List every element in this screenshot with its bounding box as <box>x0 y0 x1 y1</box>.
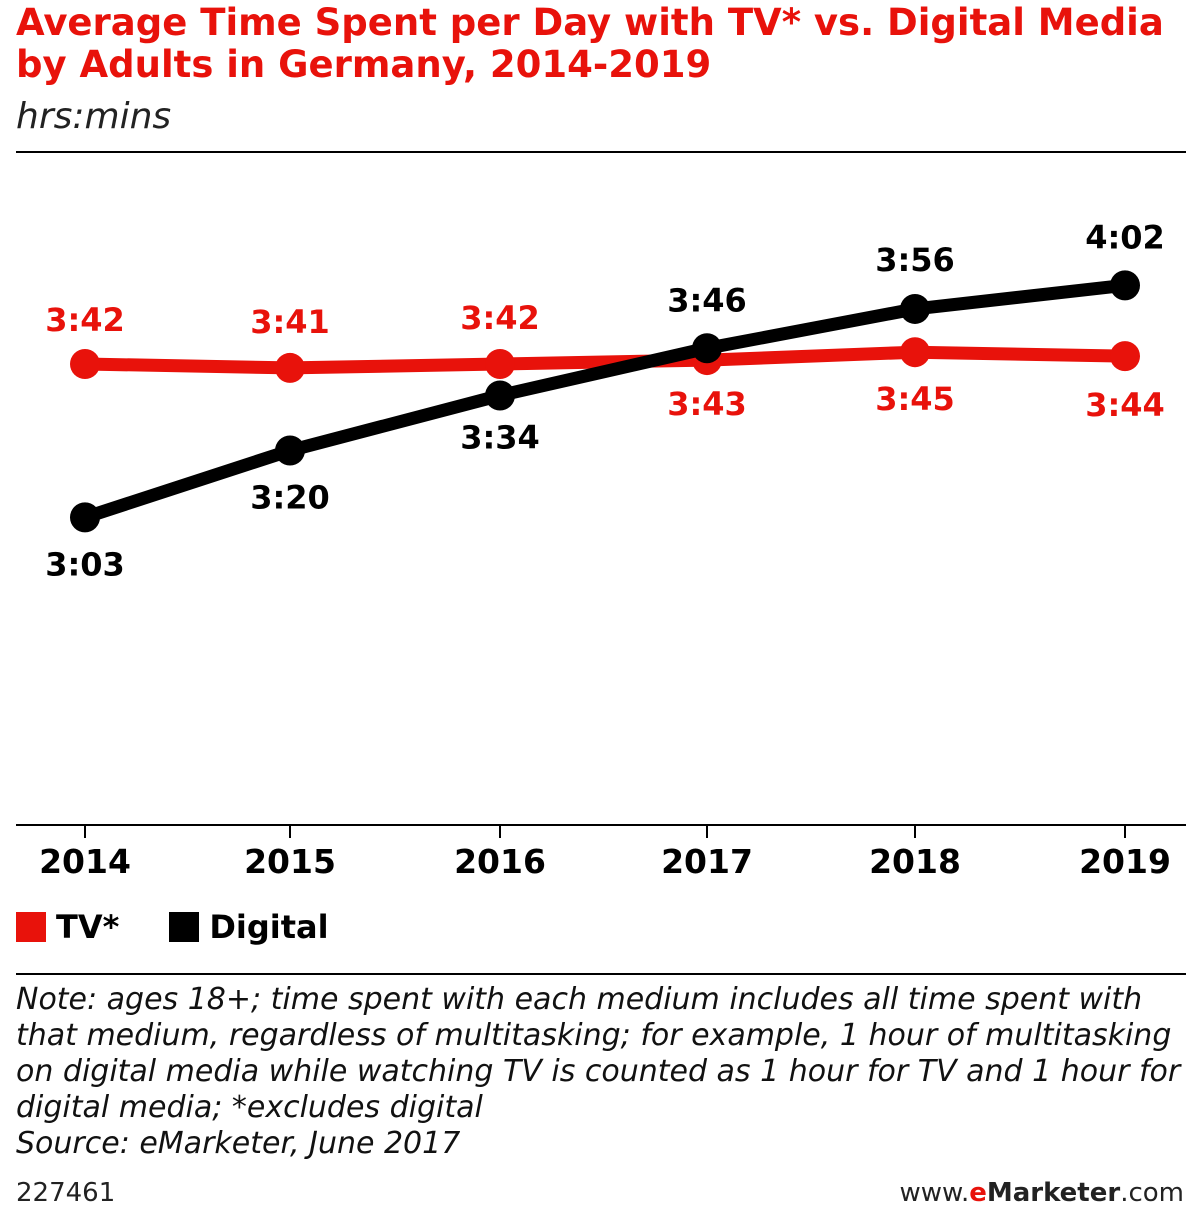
point-tv-2016 <box>485 349 515 379</box>
legend-label-digital: Digital <box>209 908 329 946</box>
data-label-tv-2016: 3:42 <box>460 299 540 337</box>
legend-swatch-tv <box>16 912 46 942</box>
note-text: Note: ages 18+; time spent with each med… <box>16 982 1181 1125</box>
brand-name: Marketer <box>986 1178 1121 1208</box>
point-digital-2016 <box>485 380 515 411</box>
brand-url[interactable]: www.eMarketer.com <box>900 1178 1184 1208</box>
data-label-tv-2019: 3:44 <box>1085 386 1165 424</box>
x-tick-label-2014: 2014 <box>39 842 131 881</box>
data-label-tv-2018: 3:45 <box>875 380 955 418</box>
chart-subtitle: hrs:mins <box>16 96 172 137</box>
brand-prefix: www. <box>899 1178 970 1208</box>
chart-notes: Note: ages 18+; time spent with each med… <box>16 982 1191 1162</box>
brand-suffix: .com <box>1120 1178 1184 1208</box>
series-line-digital <box>78 278 1132 524</box>
top-divider <box>16 151 1186 153</box>
brand-e: e <box>969 1178 987 1208</box>
point-digital-2019 <box>1110 270 1140 301</box>
x-tick-label-2018: 2018 <box>869 842 961 881</box>
point-tv-2014 <box>70 349 100 379</box>
source-text: Source: eMarketer, June 2017 <box>16 1126 461 1161</box>
line-chart: 2014 2015 2016 2017 2018 2019 3:42 3:41 3:42 3:43… <box>16 218 1186 881</box>
note-divider <box>16 973 1186 975</box>
data-label-tv-2017: 3:43 <box>667 385 747 423</box>
point-digital-2015 <box>275 435 305 466</box>
chart-title: Average Time Spent per Day with TV* vs. … <box>16 1 1164 86</box>
point-digital-2014 <box>70 502 100 533</box>
point-digital-2018 <box>900 293 930 324</box>
chart-footer: 227461 www.eMarketer.com <box>16 1178 1184 1208</box>
point-tv-2018 <box>900 337 930 368</box>
data-label-digital-2016: 3:34 <box>460 418 540 456</box>
data-label-tv-2015: 3:41 <box>250 303 330 341</box>
data-label-digital-2015: 3:20 <box>250 479 330 517</box>
data-label-digital-2018: 3:56 <box>875 241 955 279</box>
x-tick-label-2019: 2019 <box>1079 842 1171 881</box>
x-tick-label-2016: 2016 <box>454 842 546 881</box>
data-label-digital-2019: 4:02 <box>1085 218 1165 256</box>
chart-id: 227461 <box>16 1178 116 1208</box>
series-line-tv <box>78 345 1132 375</box>
point-tv-2015 <box>275 352 305 383</box>
legend-label-tv: TV* <box>56 908 120 946</box>
point-tv-2019 <box>1110 341 1140 372</box>
data-label-digital-2017: 3:46 <box>667 281 747 319</box>
legend-item-tv: TV* <box>16 908 119 946</box>
chart-legend: TV* Digital <box>16 905 379 949</box>
data-label-digital-2014: 3:03 <box>45 545 125 583</box>
x-tick-label-2015: 2015 <box>244 842 336 881</box>
point-digital-2017 <box>692 333 722 364</box>
data-label-tv-2014: 3:42 <box>45 301 125 339</box>
legend-swatch-digital <box>169 912 200 942</box>
legend-item-digital: Digital <box>169 908 329 946</box>
x-tick-label-2017: 2017 <box>661 842 753 881</box>
